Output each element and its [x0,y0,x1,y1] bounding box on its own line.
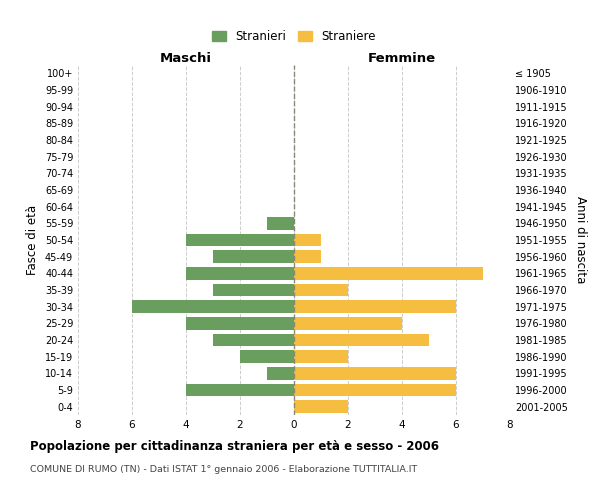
Text: Femmine: Femmine [368,52,436,65]
Bar [267,217,294,230]
Bar [294,267,483,280]
Bar [267,367,294,380]
Text: COMUNE DI RUMO (TN) - Dati ISTAT 1° gennaio 2006 - Elaborazione TUTTITALIA.IT: COMUNE DI RUMO (TN) - Dati ISTAT 1° genn… [30,465,417,474]
Y-axis label: Anni di nascita: Anni di nascita [574,196,587,284]
Bar [213,334,294,346]
Bar [186,317,294,330]
Legend: Stranieri, Straniere: Stranieri, Straniere [207,26,381,48]
Bar [294,317,402,330]
Bar [294,334,429,346]
Bar [186,234,294,246]
Text: Popolazione per cittadinanza straniera per età e sesso - 2006: Popolazione per cittadinanza straniera p… [30,440,439,453]
Bar [186,267,294,280]
Y-axis label: Fasce di età: Fasce di età [26,205,39,275]
Bar [213,284,294,296]
Bar [294,250,321,263]
Bar [294,367,456,380]
Bar [132,300,294,313]
Bar [294,350,348,363]
Bar [294,234,321,246]
Bar [294,300,456,313]
Bar [294,400,348,413]
Bar [294,284,348,296]
Bar [186,384,294,396]
Bar [294,384,456,396]
Text: Maschi: Maschi [160,52,212,65]
Bar [213,250,294,263]
Bar [240,350,294,363]
